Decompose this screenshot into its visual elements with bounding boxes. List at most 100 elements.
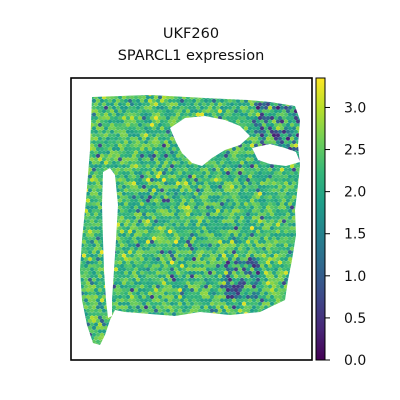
expression-spot xyxy=(237,171,243,176)
expression-spot xyxy=(229,301,235,306)
expression-spot xyxy=(93,246,99,251)
expression-spot xyxy=(119,202,125,207)
expression-spot xyxy=(267,318,273,324)
expression-spot xyxy=(225,171,231,176)
expression-spot xyxy=(131,167,137,172)
expression-spot xyxy=(95,119,101,124)
expression-spot xyxy=(221,336,227,341)
expression-spot xyxy=(167,277,173,282)
expression-spot xyxy=(147,105,153,110)
expression-spot xyxy=(129,246,135,251)
expression-spot xyxy=(259,325,265,330)
expression-spot xyxy=(237,329,243,334)
expression-spot xyxy=(195,318,201,324)
expression-spot xyxy=(155,250,161,255)
expression-spot xyxy=(135,98,141,103)
expression-spot xyxy=(217,288,223,293)
expression-spot xyxy=(297,198,300,203)
expression-spot xyxy=(127,174,133,179)
expression-spot xyxy=(231,119,237,124)
expression-spot xyxy=(243,208,249,214)
expression-spot xyxy=(181,212,187,217)
expression-spot xyxy=(197,219,203,224)
expression-spot xyxy=(107,119,113,124)
expression-spot xyxy=(95,339,101,344)
expression-spot xyxy=(273,301,279,306)
expression-spot xyxy=(195,325,201,330)
expression-spot xyxy=(129,212,135,217)
expression-spot xyxy=(93,205,99,210)
expression-spot xyxy=(249,150,255,155)
expression-spot xyxy=(211,339,217,344)
expression-spot xyxy=(179,243,185,248)
expression-spot xyxy=(189,301,195,306)
expression-spot xyxy=(137,122,143,128)
expression-spot xyxy=(295,270,300,275)
expression-spot xyxy=(295,98,300,104)
expression-spot xyxy=(171,140,177,145)
expression-spot xyxy=(249,205,255,210)
expression-spot xyxy=(273,246,279,251)
expression-spot xyxy=(135,332,141,337)
expression-spot xyxy=(247,215,253,220)
expression-spot xyxy=(265,136,271,141)
expression-spot xyxy=(277,136,283,141)
expression-spot xyxy=(87,305,93,310)
expression-spot xyxy=(133,184,139,189)
expression-spot xyxy=(227,229,233,234)
expression-spot xyxy=(289,171,295,176)
expression-spot xyxy=(121,226,127,231)
expression-spot xyxy=(113,102,119,107)
expression-spot xyxy=(121,143,127,148)
expression-spot xyxy=(291,332,297,337)
expression-spot xyxy=(239,257,245,262)
expression-spot xyxy=(115,160,121,165)
expression-spot xyxy=(215,257,221,262)
expression-spot xyxy=(121,315,127,320)
expression-spot xyxy=(123,98,129,103)
expression-spot xyxy=(189,246,195,251)
expression-spot xyxy=(245,219,251,224)
expression-spot xyxy=(269,136,275,141)
expression-spot xyxy=(119,270,125,275)
expression-spot xyxy=(205,226,211,231)
expression-spot xyxy=(97,122,103,128)
expression-spot xyxy=(173,232,179,238)
colorbar-tick-label: 2.0 xyxy=(344,185,366,201)
expression-spot xyxy=(229,157,235,162)
expression-spot xyxy=(93,288,99,293)
expression-spot xyxy=(177,253,183,258)
expression-spot xyxy=(241,322,247,327)
expression-spot xyxy=(189,336,195,341)
expression-spot xyxy=(275,133,281,138)
expression-spot xyxy=(271,305,277,310)
expression-spot xyxy=(281,109,287,114)
expression-spot xyxy=(231,305,237,310)
expression-spot xyxy=(249,102,255,107)
expression-spot xyxy=(103,160,109,165)
expression-spot xyxy=(143,174,149,179)
expression-spot xyxy=(251,277,257,282)
expression-spot xyxy=(149,253,155,258)
expression-spot xyxy=(151,153,157,158)
expression-spot xyxy=(159,305,165,310)
expression-spot xyxy=(273,336,279,341)
expression-spot xyxy=(261,129,267,134)
expression-spot xyxy=(95,160,101,165)
expression-spot xyxy=(139,174,145,179)
expression-spot xyxy=(179,318,185,324)
expression-spot xyxy=(237,164,243,169)
expression-spot xyxy=(129,109,135,114)
expression-spot xyxy=(83,270,89,275)
expression-spot xyxy=(231,257,237,262)
expression-spot xyxy=(229,171,235,176)
expression-spot xyxy=(261,288,267,293)
expression-spot xyxy=(207,243,213,248)
expression-spot xyxy=(80,212,83,217)
expression-spot xyxy=(257,177,263,183)
expression-spot xyxy=(93,343,99,345)
expression-spot xyxy=(85,281,91,286)
expression-spot xyxy=(179,222,185,227)
expression-spot xyxy=(275,305,281,310)
expression-spot xyxy=(175,174,181,179)
